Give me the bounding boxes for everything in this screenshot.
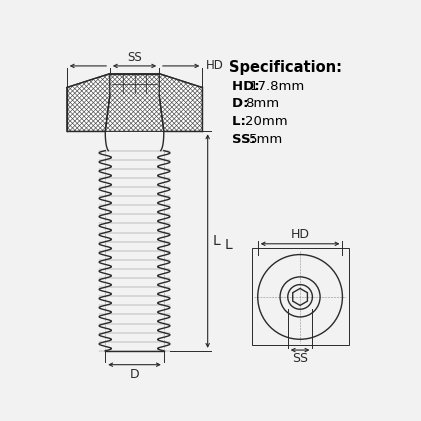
Text: HD: HD	[206, 59, 224, 72]
Text: SS:: SS:	[232, 133, 261, 146]
Text: SS: SS	[127, 51, 142, 64]
Polygon shape	[67, 74, 110, 131]
Text: D: D	[130, 368, 139, 381]
Text: HD: HD	[290, 228, 309, 241]
Polygon shape	[159, 74, 202, 131]
Text: 5mm: 5mm	[249, 133, 283, 146]
Text: SS: SS	[292, 352, 308, 365]
Text: 17.8mm: 17.8mm	[249, 80, 304, 93]
Text: L:: L:	[232, 115, 251, 128]
Polygon shape	[105, 74, 164, 131]
Text: 8mm: 8mm	[245, 98, 279, 110]
Text: 20mm: 20mm	[245, 115, 288, 128]
Text: HD:: HD:	[232, 80, 264, 93]
Text: D:: D:	[232, 98, 253, 110]
Bar	[252, 248, 349, 345]
Text: Specification:: Specification:	[229, 60, 342, 75]
Text: L: L	[213, 234, 221, 248]
Text: L: L	[225, 238, 232, 252]
